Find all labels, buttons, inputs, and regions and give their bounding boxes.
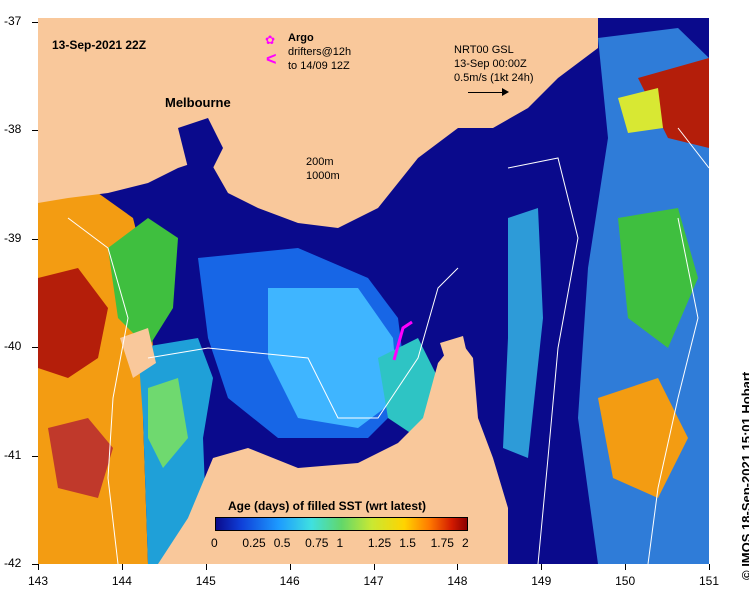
colorbar-title: Age (days) of filled SST (wrt latest) <box>228 499 427 513</box>
y-tick-label: -37 <box>4 14 22 28</box>
legend-drifters-2: to 14/09 12Z <box>288 60 350 72</box>
colorbar <box>215 517 468 531</box>
city-label-melbourne: Melbourne <box>165 95 231 110</box>
current-box-line3: 0.5m/s (1kt 24h) <box>454 72 534 84</box>
colorbar-tick-label: 0.75 <box>305 536 329 550</box>
x-tick <box>121 564 123 570</box>
x-tick <box>289 564 291 570</box>
x-tick-label: 145 <box>195 574 216 588</box>
x-tick-label: 143 <box>28 574 49 588</box>
y-tick <box>32 455 38 457</box>
x-tick <box>457 564 459 570</box>
y-tick <box>32 564 38 565</box>
y-tick <box>32 347 38 349</box>
legend-argo: Argo <box>288 32 314 44</box>
y-tick <box>32 22 38 23</box>
colorbar-tick-label: 0.5 <box>273 536 291 550</box>
x-tick-label: 150 <box>615 574 636 588</box>
isobath-1000m: 1000m <box>306 170 340 182</box>
y-tick <box>32 238 38 240</box>
colorbar-tick-label: 0 <box>211 536 218 550</box>
legend-drifters-1: drifters@12h <box>288 46 352 58</box>
current-box-line2: 13-Sep 00:00Z <box>454 58 527 70</box>
x-tick <box>709 564 710 570</box>
argo-icon: ✿ <box>265 33 276 47</box>
y-tick-label: -39 <box>4 230 22 245</box>
map-canvas <box>38 18 709 564</box>
y-tick-label: -41 <box>4 447 22 462</box>
x-tick <box>205 564 207 570</box>
colorbar-tick-label: 1.75 <box>430 536 454 550</box>
x-tick-label: 147 <box>363 574 384 588</box>
sst-map[interactable]: 13-Sep-2021 22Z Melbourne ✿ Argo < drift… <box>38 18 709 564</box>
x-tick <box>541 564 543 570</box>
arrow-head <box>502 88 509 96</box>
credit: © IMOS 18-Sep-2021 15:01 Hobart <box>739 371 749 580</box>
colorbar-tick-label: 2 <box>462 536 469 550</box>
y-tick <box>32 130 38 132</box>
x-tick <box>625 564 627 570</box>
x-tick <box>373 564 375 570</box>
colorbar-tick-label: 1 <box>336 536 344 550</box>
x-tick <box>38 564 39 570</box>
colorbar-tick-label: 1.25 <box>367 536 392 550</box>
x-tick-label: 149 <box>531 574 552 588</box>
colorbar-tick-label: 1.5 <box>399 536 416 550</box>
x-tick-label: 144 <box>111 574 132 588</box>
current-box-line1: NRT00 GSL <box>454 44 514 56</box>
x-tick-label: 151 <box>699 574 720 588</box>
current-scale-arrow-icon <box>468 92 506 93</box>
isobath-200m: 200m <box>306 156 334 168</box>
colorbar-tick-label: 0.25 <box>242 536 266 550</box>
x-tick-label: 148 <box>447 574 468 588</box>
y-tick-label: -42 <box>4 556 22 570</box>
drifter-legend-icon: < <box>266 49 277 69</box>
y-tick-label: -38 <box>4 122 22 137</box>
x-tick-label: 146 <box>279 574 300 588</box>
y-tick-label: -40 <box>4 339 22 354</box>
date-label: 13-Sep-2021 22Z <box>52 38 147 52</box>
